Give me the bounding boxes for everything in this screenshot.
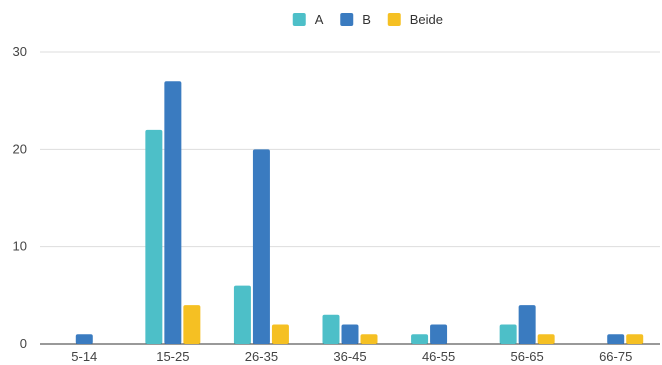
bar-beide-36-45 — [360, 334, 378, 344]
bar-a-15-25 — [145, 129, 163, 344]
y-tick-label: 30 — [13, 44, 27, 59]
bar-a-26-35 — [233, 285, 251, 344]
x-tick-label: 56-65 — [511, 349, 544, 364]
x-tick-label: 26-35 — [245, 349, 278, 364]
legend-label-a: A — [315, 12, 324, 27]
x-tick-label: 46-55 — [422, 349, 455, 364]
bar-b-5-14 — [75, 334, 93, 344]
x-tick-label: 15-25 — [156, 349, 189, 364]
x-tick-label: 5-14 — [71, 349, 97, 364]
bar-b-66-75 — [607, 334, 625, 344]
bar-b-56-65 — [518, 305, 536, 344]
legend-swatch-beide — [387, 13, 401, 26]
x-tick-label: 66-75 — [599, 349, 632, 364]
x-axis-ticks: 5-14 15-25 26-35 36-45 46-55 56-65 66-75 — [71, 349, 632, 364]
bar-b-36-45 — [341, 324, 359, 344]
x-tick-label: 36-45 — [333, 349, 366, 364]
y-axis-ticks: 0 10 20 30 — [13, 44, 27, 351]
y-tick-label: 0 — [20, 336, 27, 351]
y-tick-label: 20 — [13, 141, 27, 156]
bar-a-36-45 — [322, 314, 340, 344]
legend-label-beide: Beide — [410, 12, 443, 27]
legend: A B Beide — [292, 12, 443, 27]
bar-beide-66-75 — [626, 334, 644, 344]
bar-b-15-25 — [164, 81, 182, 344]
gridlines — [40, 51, 660, 345]
bar-beide-26-35 — [271, 324, 289, 344]
bars — [75, 81, 644, 344]
bar-a-56-65 — [499, 324, 517, 344]
legend-label-b: B — [362, 12, 371, 27]
bar-b-46-55 — [430, 324, 448, 344]
bar-a-46-55 — [411, 334, 429, 344]
y-tick-label: 10 — [13, 239, 27, 254]
legend-swatch-b — [340, 13, 354, 26]
bar-beide-56-65 — [537, 334, 555, 344]
legend-swatch-a — [292, 13, 306, 26]
bar-b-26-35 — [252, 149, 270, 344]
bar-beide-15-25 — [183, 305, 201, 344]
